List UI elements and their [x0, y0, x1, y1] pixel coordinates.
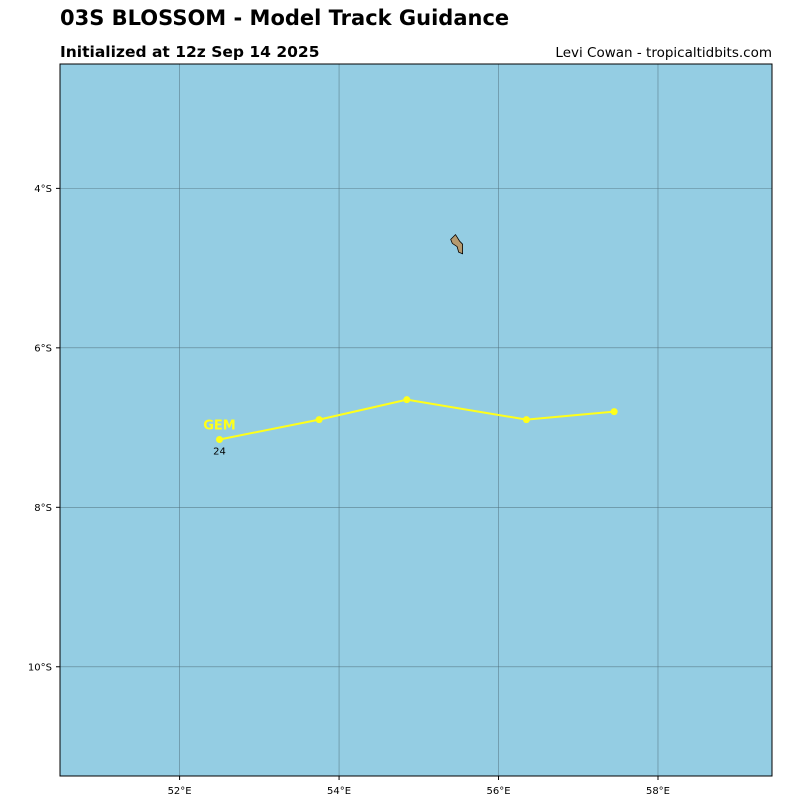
lon-tick-label: 58°E: [646, 786, 670, 797]
lat-tick-label: 8°S: [34, 503, 52, 514]
graticule: [60, 64, 772, 776]
credit-text: Levi Cowan - tropicaltidbits.com: [555, 45, 772, 61]
init-time-subtitle: Initialized at 12z Sep 14 2025: [60, 43, 320, 61]
model-tracks: GEM 24: [203, 396, 618, 458]
lat-tick-label: 10°S: [28, 662, 52, 673]
island-landmass: [450, 233, 464, 255]
track-model-label: GEM: [203, 419, 236, 434]
lat-tick-label: 4°S: [34, 184, 52, 195]
page-title: 03S BLOSSOM - Model Track Guidance: [60, 6, 510, 30]
track-hour-label: 24: [213, 447, 226, 458]
track-point: [215, 436, 223, 444]
track-point: [315, 416, 323, 424]
track-point: [403, 396, 411, 404]
track-point: [610, 408, 618, 416]
lat-tick-label: 6°S: [34, 343, 52, 354]
ocean-background: [60, 64, 772, 776]
axis-ticks: 52°E 54°E 56°E 58°E 4°S 6°S 8°S 10°S: [28, 184, 670, 797]
track-point: [522, 416, 530, 424]
lon-tick-label: 52°E: [168, 786, 192, 797]
lon-tick-label: 54°E: [327, 786, 351, 797]
map-frame: [59, 63, 773, 777]
lon-tick-label: 56°E: [486, 786, 510, 797]
